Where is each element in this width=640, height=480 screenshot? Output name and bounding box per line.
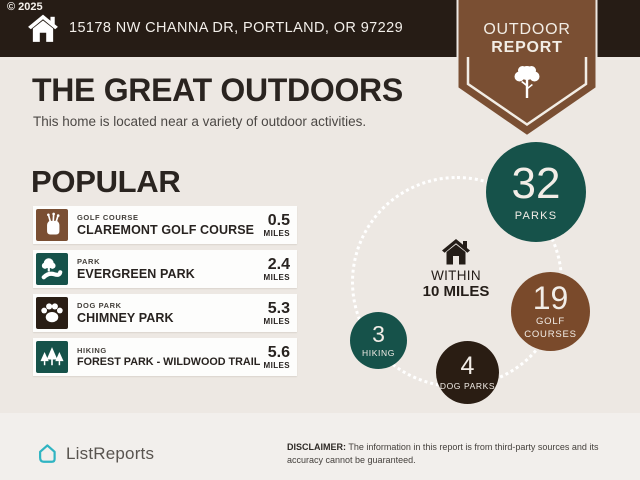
house-icon	[28, 14, 58, 42]
disclaimer-text: DISCLAIMER: The information in this repo…	[287, 442, 599, 466]
copyright-text: © 2025	[7, 1, 43, 13]
radius-label-line2: 10 MILES	[422, 283, 490, 300]
item-category: PARK	[77, 257, 101, 266]
item-category: GOLF COURSE	[77, 213, 139, 222]
item-name: CHIMNEY PARK	[77, 311, 174, 325]
park-tree-path-icon	[36, 253, 68, 285]
item-category: HIKING	[77, 346, 107, 355]
bubble-hiking: 3 HIKING	[350, 312, 407, 369]
bubble-dog-parks: 4 DOG PARKS	[436, 341, 499, 404]
item-category: DOG PARK	[77, 301, 122, 310]
badge-title-line1: OUTDOOR	[483, 21, 571, 38]
listreports-wordmark: ListReports	[66, 443, 155, 463]
item-distance: 5.3	[267, 299, 290, 317]
golf-bag-icon	[36, 209, 68, 241]
listreports-house-icon	[39, 444, 56, 463]
bubble-value: 19	[532, 280, 569, 317]
bubble-label: HIKING	[362, 348, 395, 358]
bubble-label: PARKS	[514, 210, 558, 222]
list-item-park: PARK EVERGREEN PARK 2.4 MILES	[33, 250, 297, 288]
paw-icon	[36, 297, 68, 329]
item-distance-unit: MILES	[263, 272, 290, 282]
list-item-golf-course: GOLF COURSE CLAREMONT GOLF COURSE 0.5 MI…	[33, 206, 297, 244]
page-subtitle: This home is located near a variety of o…	[33, 114, 367, 129]
tree-icon	[514, 66, 540, 98]
footer	[0, 413, 640, 480]
popular-list: GOLF COURSE CLAREMONT GOLF COURSE 0.5 MI…	[33, 206, 297, 382]
bubble-value: 32	[511, 159, 561, 208]
bubble-label: GOLF COURSES	[524, 316, 577, 340]
property-address: 15178 NW CHANNA DR, PORTLAND, OR 97229	[69, 20, 404, 36]
item-distance: 0.5	[267, 211, 290, 229]
outdoor-report-badge: OUTDOOR REPORT	[456, 0, 598, 140]
list-item-dog-park: DOG PARK CHIMNEY PARK 5.3 MILES	[33, 294, 297, 332]
listreports-logo: ListReports	[36, 442, 154, 465]
item-distance-unit: MILES	[263, 316, 290, 326]
bubble-value: 3	[372, 321, 385, 347]
bubble-value: 4	[460, 351, 475, 380]
item-name: EVERGREEN PARK	[77, 267, 195, 281]
badge-title-line2: REPORT	[491, 39, 563, 56]
item-distance-unit: MILES	[263, 360, 290, 370]
bubble-golf-courses: 19 GOLF COURSES	[511, 272, 590, 351]
item-distance: 5.6	[267, 343, 290, 361]
bubble-parks: 32 PARKS	[486, 142, 586, 242]
disclaimer-label: DISCLAIMER:	[287, 442, 346, 452]
page-title: THE GREAT OUTDOORS	[32, 72, 403, 108]
pine-trees-icon	[36, 341, 68, 373]
list-item-hiking: HIKING FOREST PARK - WILDWOOD TRAIL 5.6 …	[33, 338, 297, 376]
bubble-label: DOG PARKS	[439, 380, 496, 391]
item-name: FOREST PARK - WILDWOOD TRAIL	[77, 356, 261, 368]
item-name: CLAREMONT GOLF COURSE	[77, 223, 255, 237]
item-distance-unit: MILES	[263, 228, 290, 238]
house-icon	[442, 239, 470, 265]
radius-label-line1: WITHIN	[431, 268, 481, 283]
item-distance: 2.4	[267, 255, 290, 273]
popular-heading: POPULAR	[31, 164, 181, 199]
